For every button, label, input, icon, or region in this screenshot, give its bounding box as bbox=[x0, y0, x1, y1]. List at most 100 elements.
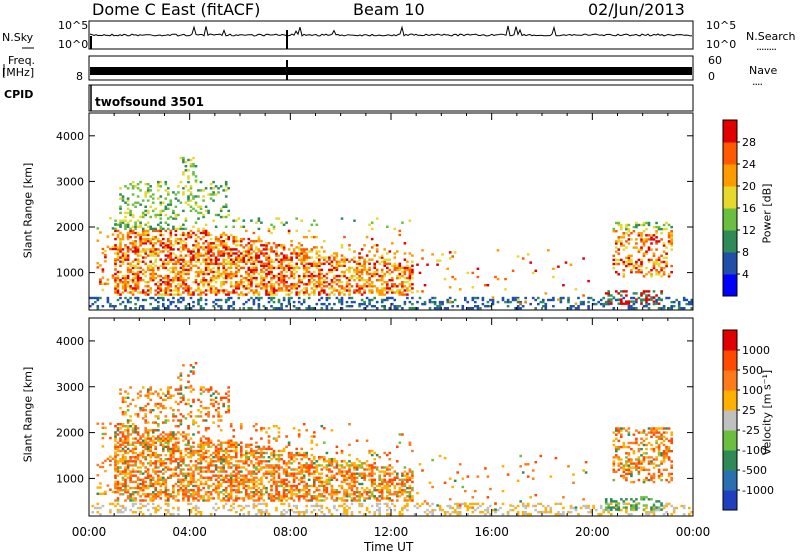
range-cell bbox=[315, 281, 319, 284]
range-cell bbox=[219, 466, 223, 469]
range-cell bbox=[401, 484, 404, 488]
range-cell bbox=[627, 300, 631, 303]
range-cell bbox=[232, 272, 235, 276]
range-cell bbox=[169, 215, 173, 219]
range-cell bbox=[265, 466, 268, 469]
range-cell bbox=[297, 293, 301, 296]
range-cell bbox=[129, 493, 132, 496]
range-cell bbox=[129, 231, 132, 235]
power-data bbox=[89, 156, 694, 310]
range-cell bbox=[645, 252, 648, 255]
range-cell bbox=[237, 285, 241, 288]
range-cell bbox=[144, 256, 147, 259]
range-cell bbox=[179, 388, 183, 391]
range-cell bbox=[280, 262, 283, 265]
range-cell bbox=[111, 276, 115, 279]
range-cell bbox=[355, 266, 359, 270]
range-cell bbox=[242, 462, 246, 465]
range-cell bbox=[157, 248, 160, 251]
range-cell bbox=[373, 458, 376, 461]
range-cell bbox=[159, 443, 163, 446]
range-cell bbox=[192, 171, 195, 174]
range-cell bbox=[159, 279, 163, 282]
range-cell bbox=[635, 292, 638, 295]
range-cell bbox=[260, 456, 263, 459]
range-cell bbox=[182, 187, 185, 190]
range-cell bbox=[182, 495, 185, 498]
range-cell bbox=[343, 256, 346, 259]
range-cell bbox=[506, 305, 510, 308]
range-cell bbox=[96, 307, 100, 310]
range-cell bbox=[162, 262, 165, 265]
range-cell bbox=[277, 283, 281, 286]
range-cell bbox=[655, 248, 658, 251]
range-cell bbox=[267, 460, 271, 463]
range-cell bbox=[313, 456, 316, 459]
range-cell bbox=[144, 421, 147, 424]
range-cell bbox=[209, 250, 213, 253]
range-cell bbox=[365, 281, 369, 284]
range-cell bbox=[257, 293, 261, 296]
range-cell bbox=[242, 258, 246, 261]
range-cell bbox=[157, 305, 160, 308]
range-cell bbox=[174, 495, 178, 498]
range-cell bbox=[229, 445, 233, 448]
range-cell bbox=[360, 272, 364, 276]
range-cell bbox=[396, 285, 399, 288]
range-cell bbox=[295, 285, 298, 288]
range-cell bbox=[428, 300, 432, 304]
range-cell bbox=[189, 205, 193, 208]
range-cell bbox=[318, 456, 321, 459]
range-cell bbox=[504, 288, 507, 291]
range-cell bbox=[403, 266, 407, 270]
range-cell bbox=[323, 250, 326, 253]
range-cell bbox=[169, 244, 173, 247]
range-cell bbox=[114, 499, 117, 502]
range-cell bbox=[292, 453, 296, 457]
range-cell bbox=[131, 213, 135, 217]
range-cell bbox=[282, 447, 286, 451]
range-cell bbox=[416, 263, 419, 266]
range-cell bbox=[408, 491, 412, 494]
range-cell bbox=[114, 244, 117, 247]
range-cell bbox=[375, 250, 379, 253]
range-cell bbox=[680, 307, 683, 310]
range-cell bbox=[262, 248, 266, 251]
range-cell bbox=[179, 250, 183, 253]
range-cell bbox=[124, 246, 127, 249]
range-cell bbox=[333, 289, 336, 292]
range-cell bbox=[154, 207, 157, 210]
range-cell bbox=[240, 260, 243, 263]
range-cell bbox=[114, 453, 117, 457]
range-cell bbox=[458, 288, 462, 291]
range-cell bbox=[295, 495, 298, 498]
range-cell bbox=[146, 211, 150, 215]
range-cell bbox=[134, 437, 137, 440]
range-cell bbox=[172, 451, 175, 455]
range-cell bbox=[335, 445, 339, 448]
range-cell bbox=[189, 158, 193, 162]
range-cell bbox=[182, 160, 185, 164]
range-cell bbox=[358, 464, 361, 467]
range-cell bbox=[134, 221, 137, 224]
range-cell bbox=[182, 484, 185, 488]
range-cell bbox=[146, 447, 150, 451]
range-cell bbox=[172, 281, 175, 284]
range-cell bbox=[272, 474, 276, 477]
range-cell bbox=[408, 300, 412, 304]
range-cell bbox=[375, 279, 379, 282]
range-cell bbox=[212, 246, 215, 249]
range-cell bbox=[212, 252, 215, 255]
range-cell bbox=[247, 445, 251, 448]
range-cell bbox=[219, 305, 223, 308]
range-cell bbox=[126, 431, 130, 434]
range-cell bbox=[224, 441, 228, 444]
range-cell bbox=[370, 274, 374, 278]
range-cell bbox=[194, 264, 198, 267]
range-cell bbox=[189, 187, 193, 190]
range-cell bbox=[136, 439, 140, 442]
range-cell bbox=[604, 300, 608, 304]
range-cell bbox=[154, 298, 157, 302]
range-cell bbox=[222, 270, 225, 274]
range-cell bbox=[360, 298, 364, 302]
